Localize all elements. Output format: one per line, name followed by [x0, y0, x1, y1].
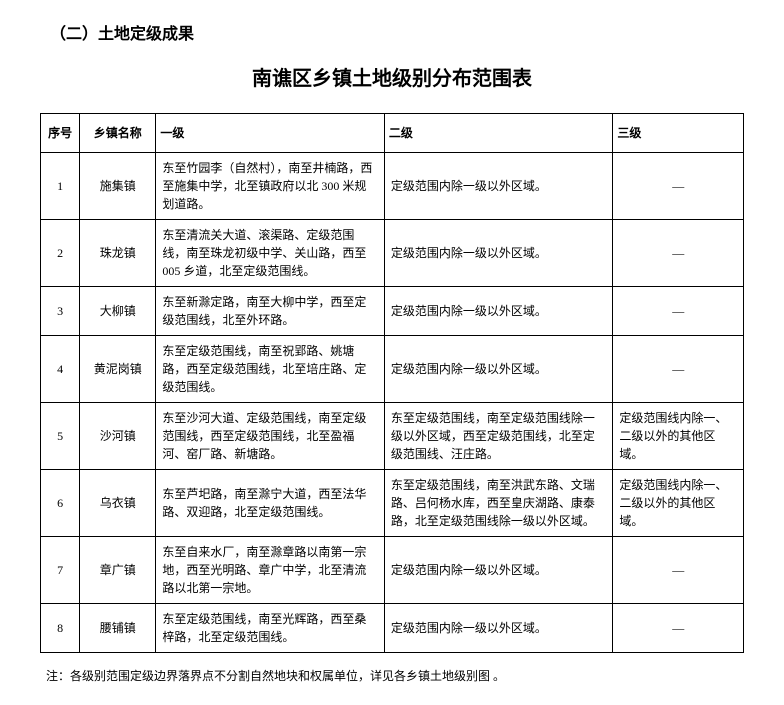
cell-lvl1: 东至沙河大道、定级范围线，南至定级范围线，西至定级范围线，北至盈福河、窑厂路、新… — [156, 403, 385, 470]
cell-name: 施集镇 — [80, 153, 156, 220]
table-title: 南谯区乡镇土地级别分布范围表 — [40, 62, 744, 91]
cell-lvl2: 定级范围内除一级以外区域。 — [384, 537, 613, 604]
cell-lvl2: 东至定级范围线，南至洪武东路、文瑞路、吕何杨水库，西至皇庆湖路、康泰路，北至定级… — [384, 470, 613, 537]
cell-name: 珠龙镇 — [80, 220, 156, 287]
footnote: 注：各级别范围定级边界落界点不分割自然地块和权属单位，详见各乡镇土地级别图 。 — [40, 667, 744, 685]
cell-name: 沙河镇 — [80, 403, 156, 470]
table-header-row: 序号 乡镇名称 一级 二级 三级 — [41, 114, 744, 153]
cell-num: 2 — [41, 220, 80, 287]
cell-lvl1: 东至自来水厂，南至滁章路以南第一宗地，西至光明路、章广中学，北至清流路以北第一宗… — [156, 537, 385, 604]
table-row: 8 腰铺镇 东至定级范围线，南至光辉路，西至桑梓路，北至定级范围线。 定级范围内… — [41, 604, 744, 653]
cell-lvl2: 定级范围内除一级以外区域。 — [384, 220, 613, 287]
header-lvl1: 一级 — [156, 114, 385, 153]
table-row: 4 黄泥岗镇 东至定级范围线，南至祝郢路、姚塘路，西至定级范围线，北至培庄路、定… — [41, 336, 744, 403]
cell-lvl3: 定级范围线内除一、二级以外的其他区域。 — [613, 403, 744, 470]
header-name: 乡镇名称 — [80, 114, 156, 153]
table-row: 7 章广镇 东至自来水厂，南至滁章路以南第一宗地，西至光明路、章广中学，北至清流… — [41, 537, 744, 604]
cell-lvl2: 定级范围内除一级以外区域。 — [384, 604, 613, 653]
header-lvl2: 二级 — [384, 114, 613, 153]
cell-lvl3: — — [613, 220, 744, 287]
cell-lvl1: 东至竹园李（自然村），南至井楠路，西至施集中学，北至镇政府以北 300 米规划道… — [156, 153, 385, 220]
cell-lvl2: 定级范围内除一级以外区域。 — [384, 287, 613, 336]
header-num: 序号 — [41, 114, 80, 153]
cell-lvl1: 东至新滁定路，南至大柳中学，西至定级范围线，北至外环路。 — [156, 287, 385, 336]
cell-num: 1 — [41, 153, 80, 220]
cell-num: 7 — [41, 537, 80, 604]
cell-lvl2: 定级范围内除一级以外区域。 — [384, 153, 613, 220]
cell-lvl3: 定级范围线内除一、二级以外的其他区域。 — [613, 470, 744, 537]
land-grade-table: 序号 乡镇名称 一级 二级 三级 1 施集镇 东至竹园李（自然村），南至井楠路，… — [40, 113, 744, 653]
cell-lvl1: 东至定级范围线，南至光辉路，西至桑梓路，北至定级范围线。 — [156, 604, 385, 653]
cell-num: 5 — [41, 403, 80, 470]
table-row: 2 珠龙镇 东至清流关大道、滚渠路、定级范围线，南至珠龙初级中学、关山路，西至 … — [41, 220, 744, 287]
cell-lvl1: 东至清流关大道、滚渠路、定级范围线，南至珠龙初级中学、关山路，西至 005 乡道… — [156, 220, 385, 287]
cell-lvl2: 东至定级范围线，南至定级范围线除一级以外区域，西至定级范围线，北至定级范围线、汪… — [384, 403, 613, 470]
cell-num: 6 — [41, 470, 80, 537]
section-header: （二）土地定级成果 — [40, 20, 744, 44]
table-row: 6 乌衣镇 东至芦圯路，南至滁宁大道，西至法华路、双迎路，北至定级范围线。 东至… — [41, 470, 744, 537]
cell-lvl2: 定级范围内除一级以外区域。 — [384, 336, 613, 403]
cell-lvl3: — — [613, 153, 744, 220]
cell-num: 8 — [41, 604, 80, 653]
table-row: 5 沙河镇 东至沙河大道、定级范围线，南至定级范围线，西至定级范围线，北至盈福河… — [41, 403, 744, 470]
cell-lvl1: 东至定级范围线，南至祝郢路、姚塘路，西至定级范围线，北至培庄路、定级范围线。 — [156, 336, 385, 403]
cell-name: 乌衣镇 — [80, 470, 156, 537]
cell-name: 章广镇 — [80, 537, 156, 604]
cell-name: 腰铺镇 — [80, 604, 156, 653]
cell-lvl1: 东至芦圯路，南至滁宁大道，西至法华路、双迎路，北至定级范围线。 — [156, 470, 385, 537]
table-row: 3 大柳镇 东至新滁定路，南至大柳中学，西至定级范围线，北至外环路。 定级范围内… — [41, 287, 744, 336]
cell-name: 黄泥岗镇 — [80, 336, 156, 403]
cell-name: 大柳镇 — [80, 287, 156, 336]
cell-lvl3: — — [613, 537, 744, 604]
table-body: 1 施集镇 东至竹园李（自然村），南至井楠路，西至施集中学，北至镇政府以北 30… — [41, 153, 744, 653]
cell-lvl3: — — [613, 287, 744, 336]
cell-lvl3: — — [613, 604, 744, 653]
cell-lvl3: — — [613, 336, 744, 403]
cell-num: 4 — [41, 336, 80, 403]
header-lvl3: 三级 — [613, 114, 744, 153]
table-row: 1 施集镇 东至竹园李（自然村），南至井楠路，西至施集中学，北至镇政府以北 30… — [41, 153, 744, 220]
cell-num: 3 — [41, 287, 80, 336]
